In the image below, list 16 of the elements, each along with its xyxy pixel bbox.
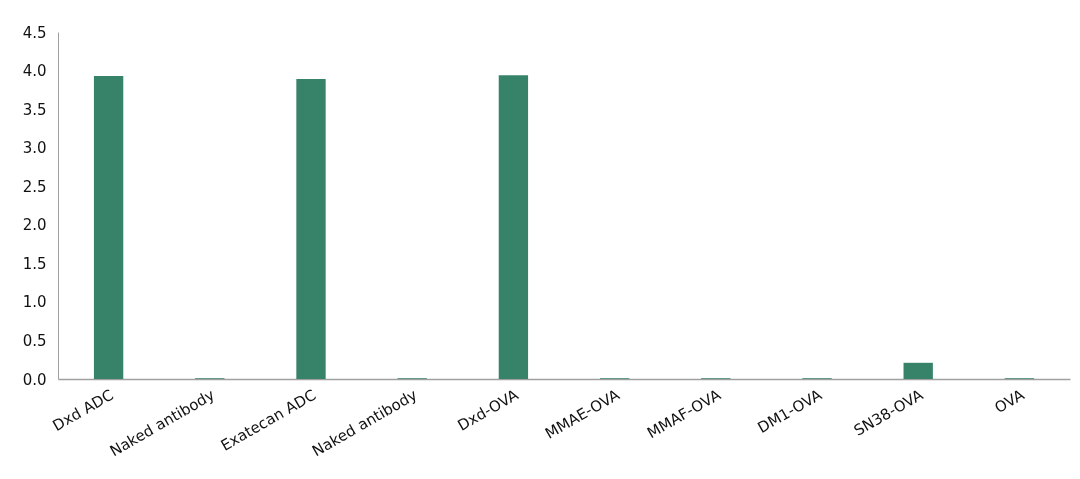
y-tick-label: 1.5 <box>22 254 47 273</box>
y-tick-label: 0.0 <box>22 370 47 389</box>
bar <box>93 75 124 379</box>
bar <box>903 362 933 379</box>
x-tick-label: OVA <box>991 385 1029 417</box>
y-tick-label: 3.5 <box>22 100 47 119</box>
bar <box>498 75 529 379</box>
bar <box>296 79 326 379</box>
y-tick-label: 0.5 <box>22 331 47 350</box>
y-tick-label: 2.0 <box>22 216 47 235</box>
x-tick-label: Dxd ADC <box>49 385 117 435</box>
y-tick-label: 3.0 <box>22 139 47 158</box>
y-tick-label: 1.0 <box>22 293 47 312</box>
y-tick-label: 4.5 <box>22 23 47 42</box>
y-tick-label: 2.5 <box>22 177 47 196</box>
y-tick-label: 4.0 <box>22 62 47 81</box>
